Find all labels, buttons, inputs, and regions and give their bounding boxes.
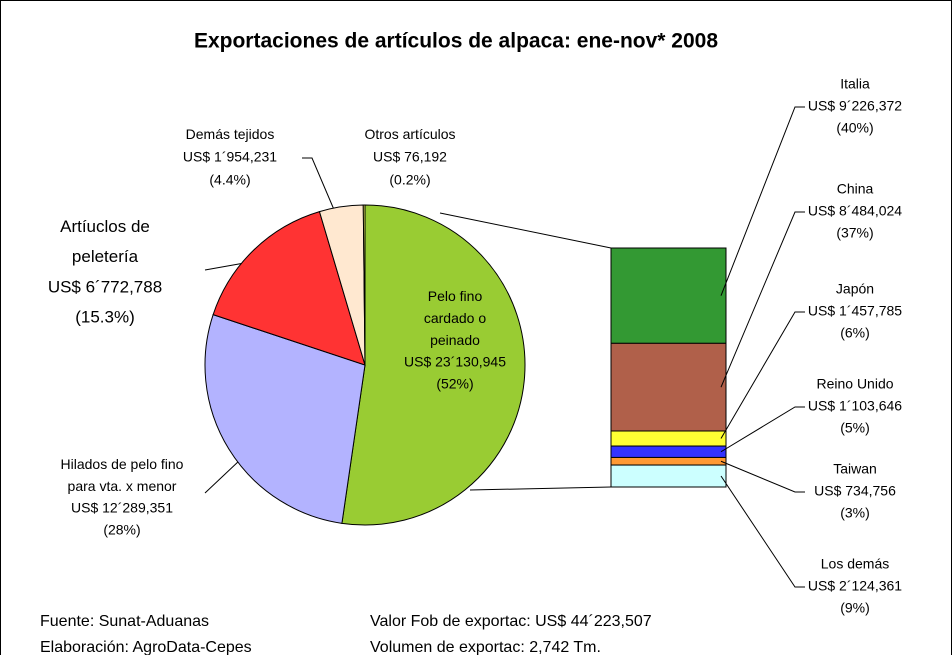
slice-value: US$ 1´954,231	[183, 149, 277, 165]
bar-label: Taiwan	[833, 461, 877, 477]
source-note: Fuente: Sunat-Aduanas	[40, 613, 209, 630]
bar-percent: (3%)	[840, 505, 870, 521]
slice-label: Hilados de pelo fino para vta. x menor	[61, 456, 184, 494]
leader-line	[720, 460, 805, 493]
bar-label: China	[837, 181, 874, 197]
slice-label: Pelo fino cardado o peinado	[424, 288, 486, 348]
slice-value: US$ 76,192	[373, 149, 447, 165]
pie-slice	[362, 204, 366, 366]
bar-segment	[610, 342, 727, 432]
slice-label: Otros artículos	[364, 126, 455, 142]
slice-percent: (4.4%)	[209, 172, 250, 188]
slice-percent: (15.3%)	[75, 307, 135, 326]
bar-segment	[610, 430, 727, 447]
bar-value: US$ 1´457,785	[808, 303, 902, 319]
pie-slice	[341, 204, 526, 526]
bar-value: US$ 9´226,372	[808, 98, 902, 114]
bar-label: Los demás	[821, 556, 889, 572]
leader-line	[720, 406, 805, 453]
slice-percent: (28%)	[103, 522, 140, 538]
bar-percent: (5%)	[840, 420, 870, 436]
bar-label: Reino Unido	[816, 376, 893, 392]
slice-label: Artíuclos de peletería	[60, 217, 150, 266]
bar-percent: (37%)	[836, 225, 873, 241]
pie-slice	[204, 314, 366, 524]
bar-value: US$ 8´484,024	[808, 203, 902, 219]
slice-value: US$ 12´289,351	[71, 500, 173, 516]
bar-percent: (40%)	[836, 120, 873, 136]
bar-percent: (9%)	[840, 600, 870, 616]
bar-percent: (6%)	[840, 325, 870, 341]
fob-note: Valor Fob de exportac: US$ 44´223,507	[370, 613, 652, 630]
leader-line	[720, 475, 805, 588]
volume-note: Volumen de exportac: 2,742 Tm.	[370, 639, 601, 655]
bar-value: US$ 734,756	[814, 483, 896, 499]
leader-line	[720, 211, 805, 388]
bar-segment	[610, 445, 727, 458]
bar-label: Italia	[840, 76, 870, 92]
connector	[439, 212, 612, 249]
connector	[469, 486, 612, 491]
bar-segment	[610, 247, 727, 344]
bar-label: Japón	[836, 281, 874, 297]
credit-note: Elaboración: AgroData-Cepes	[40, 639, 252, 655]
leader-line	[302, 157, 336, 213]
slice-label: Demás tejidos	[186, 126, 275, 142]
leader-line	[720, 106, 805, 296]
bar-value: US$ 2´124,361	[808, 578, 902, 594]
slice-value: US$ 6´772,788	[48, 277, 162, 296]
leader-line	[720, 311, 805, 439]
bar-segment	[610, 464, 727, 488]
slice-percent: (0.2%)	[389, 172, 430, 188]
bar-segment	[610, 456, 727, 466]
bar-value: US$ 1´103,646	[808, 398, 902, 414]
slice-percent: (52%)	[436, 376, 473, 392]
leader-line	[204, 459, 241, 494]
slice-value: US$ 23´130,945	[404, 354, 506, 370]
chart-title: Exportaciones de artículos de alpaca: en…	[194, 30, 718, 53]
pie-slice	[212, 210, 366, 366]
